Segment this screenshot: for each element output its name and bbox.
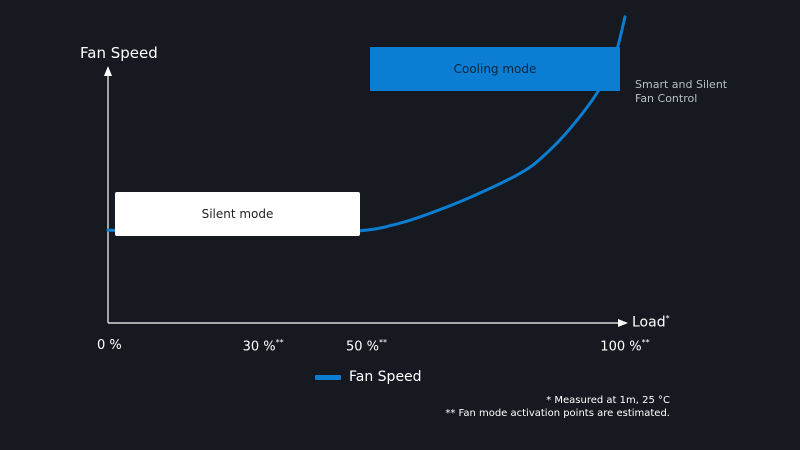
legend-label: Fan Speed <box>349 369 422 385</box>
footnotes: * Measured at 1m, 25 °C ** Fan mode acti… <box>445 394 670 420</box>
x-tick-mark: ** <box>641 338 650 347</box>
x-tick-value: 50 % <box>346 339 380 355</box>
annotation-line-2: Fan Control <box>635 92 698 105</box>
silent-mode-label: Silent mode <box>201 207 274 221</box>
footnote-measured: * Measured at 1m, 25 °C <box>546 395 670 406</box>
cooling-mode-region: Cooling mode <box>370 47 620 91</box>
y-axis-arrow <box>104 66 112 76</box>
x-tick-value: 0 % <box>97 338 122 353</box>
x-axis-label-mark: * <box>665 314 670 323</box>
smart-silent-annotation: Smart and Silent Fan Control <box>635 78 755 106</box>
silent-mode-region: Silent mode <box>115 192 360 236</box>
y-axis-label: Fan Speed <box>80 44 158 62</box>
legend: Fan Speed <box>315 369 422 385</box>
x-tick-value: 100 % <box>600 339 642 355</box>
x-axis-arrow <box>618 319 628 327</box>
x-axis-label: Load* <box>632 314 670 331</box>
x-tick-value: 30 % <box>242 339 276 355</box>
footnote-estimated: ** Fan mode activation points are estima… <box>445 408 670 419</box>
x-tick-label: 0 % <box>97 338 122 353</box>
annotation-line-1: Smart and Silent <box>635 78 728 91</box>
x-tick-label: 30 %** <box>243 338 284 354</box>
legend-swatch <box>315 374 341 380</box>
x-tick-label: 100 %** <box>600 338 649 354</box>
cooling-mode-label: Cooling mode <box>453 62 537 76</box>
x-tick-mark: ** <box>379 338 388 347</box>
x-tick-mark: ** <box>275 338 284 347</box>
x-axis-label-text: Load <box>632 314 666 331</box>
x-tick-label: 50 %** <box>346 338 387 354</box>
